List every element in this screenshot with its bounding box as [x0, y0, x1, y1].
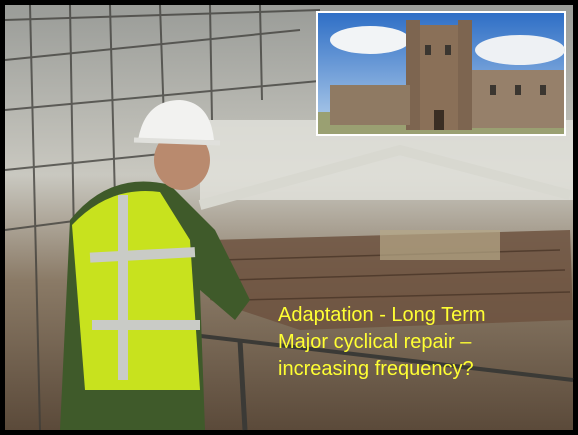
caption-line: Adaptation - Long Term: [278, 304, 486, 326]
caption: Adaptation - Long Term Major cyclical re…: [278, 304, 486, 380]
caption-line: increasing frequency?: [278, 358, 474, 380]
caption-line: Major cyclical repair –: [278, 331, 472, 353]
castle-inset: [316, 11, 566, 136]
